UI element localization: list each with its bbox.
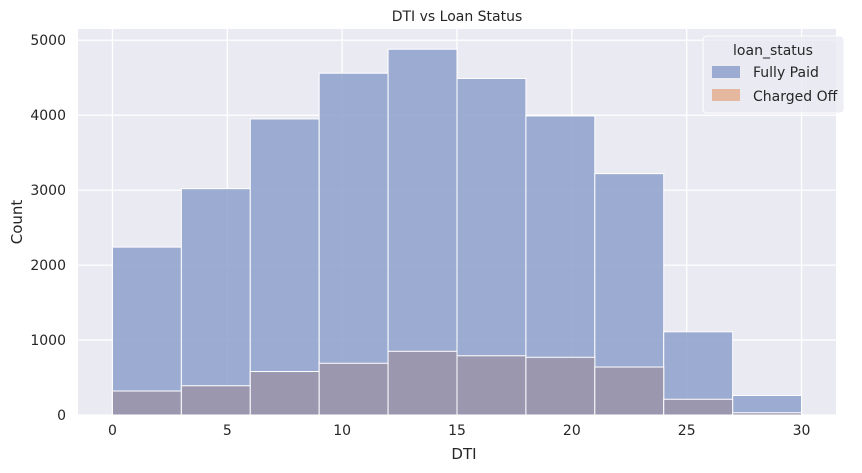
x-tick-label: 0 bbox=[108, 423, 117, 439]
legend: loan_status Fully Paid Charged Off bbox=[702, 35, 845, 114]
bar-fully-paid bbox=[318, 72, 389, 416]
bar-charged-off bbox=[594, 366, 665, 416]
bar-fully-paid bbox=[732, 395, 803, 416]
y-tick-label: 1000 bbox=[30, 333, 66, 349]
x-tick-label: 30 bbox=[793, 423, 811, 439]
bar-charged-off bbox=[318, 362, 389, 416]
bar-charged-off bbox=[249, 371, 320, 416]
bar-charged-off bbox=[663, 398, 734, 416]
chart-title: DTI vs Loan Status bbox=[392, 9, 523, 25]
legend-label-charged-off: Charged Off bbox=[753, 89, 838, 105]
legend-title: loan_status bbox=[733, 43, 813, 59]
legend-swatch-fully-paid bbox=[712, 66, 740, 78]
y-tick-label: 4000 bbox=[30, 108, 66, 124]
bar-charged-off bbox=[180, 385, 251, 416]
tick-labels: 0 5 10 15 20 25 30 0 1000 2000 3000 4000 5000 bbox=[30, 33, 810, 439]
bar-charged-off bbox=[732, 412, 803, 416]
y-axis-title: Count bbox=[8, 200, 26, 245]
legend-swatch-charged-off bbox=[712, 89, 740, 101]
bar-fully-paid bbox=[249, 118, 320, 416]
y-tick-label: 5000 bbox=[30, 33, 66, 49]
bar-fully-paid bbox=[111, 246, 182, 416]
x-tick-label: 15 bbox=[448, 423, 466, 439]
x-tick-label: 20 bbox=[563, 423, 581, 439]
x-axis-title: DTI bbox=[451, 445, 476, 463]
bars bbox=[111, 48, 803, 416]
legend-label-fully-paid: Fully Paid bbox=[753, 65, 819, 81]
y-tick-label: 3000 bbox=[30, 183, 66, 199]
bar-charged-off bbox=[525, 356, 596, 416]
bar-charged-off bbox=[456, 355, 527, 416]
x-tick-label: 5 bbox=[223, 423, 232, 439]
y-tick-label: 0 bbox=[57, 408, 66, 424]
x-tick-label: 10 bbox=[333, 423, 351, 439]
bar-charged-off bbox=[111, 390, 182, 416]
x-tick-label: 25 bbox=[678, 423, 696, 439]
y-tick-label: 2000 bbox=[30, 258, 66, 274]
bar-fully-paid bbox=[180, 188, 251, 416]
bar-charged-off bbox=[387, 350, 458, 416]
